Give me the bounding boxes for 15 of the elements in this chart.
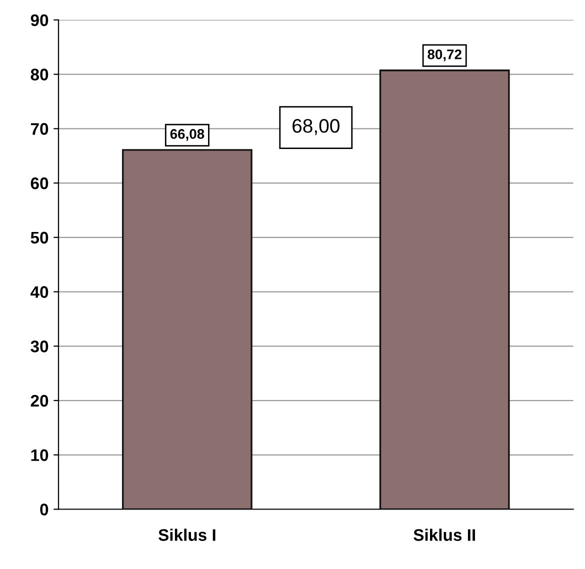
x-tick-label: Siklus I (158, 528, 216, 541)
x-tick-label: Siklus II (414, 528, 475, 541)
y-tick-label: 10 (31, 449, 48, 462)
y-tick-label: 40 (30, 286, 48, 298)
y-tick-label: 70 (30, 123, 48, 135)
y-tick-label: 30 (30, 340, 48, 352)
data-label: 66,08 (170, 129, 204, 141)
y-tick-label: 80 (30, 68, 48, 80)
y-tick-label: 0 (40, 504, 48, 516)
y-tick-label: 50 (30, 232, 48, 244)
y-tick-label: 60 (30, 177, 48, 190)
y-tick-label: 20 (30, 394, 48, 407)
y-tick-label: 90 (30, 14, 48, 26)
data-label: 80,72 (428, 49, 462, 62)
annotation: 68,00 (292, 119, 340, 136)
